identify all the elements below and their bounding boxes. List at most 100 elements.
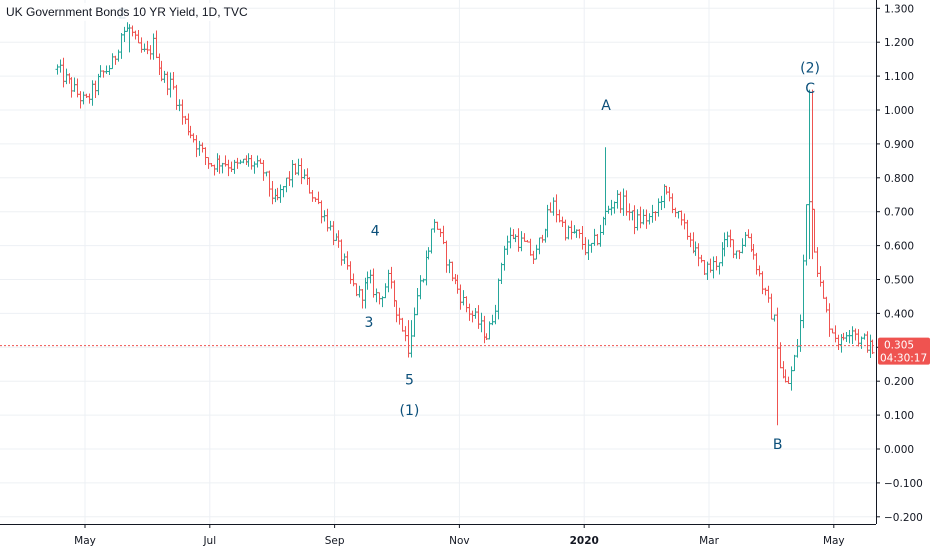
ohlc-bar xyxy=(107,65,112,76)
wave-label: C xyxy=(805,81,815,97)
ohlc-bar xyxy=(415,287,420,316)
ohlc-bar xyxy=(717,262,722,275)
y-tick-label: 0.400 xyxy=(884,308,914,320)
ohlc-bar xyxy=(679,210,684,226)
ohlc-bar xyxy=(371,268,376,298)
ohlc-bar xyxy=(766,285,771,303)
ohlc-bar xyxy=(839,334,844,353)
ohlc-bar xyxy=(821,280,826,299)
ohlc-bar xyxy=(662,184,667,209)
y-tick-label: 0.900 xyxy=(884,139,914,151)
ohlc-bar xyxy=(551,197,556,216)
ohlc-bar xyxy=(435,221,440,230)
ohlc-bar xyxy=(136,29,141,44)
ohlc-bar xyxy=(426,247,431,260)
ohlc-bar xyxy=(711,256,716,279)
ohlc-bar xyxy=(490,314,495,326)
ohlc-bar xyxy=(354,283,359,297)
ohlc-bar xyxy=(850,326,855,344)
ohlc-bar xyxy=(807,89,812,260)
y-tick-label: 0.700 xyxy=(884,207,914,219)
ohlc-bar xyxy=(246,153,251,167)
ohlc-bar xyxy=(348,261,353,284)
ohlc-bar xyxy=(534,244,539,260)
ohlc-bar xyxy=(795,339,800,358)
ohlc-bar xyxy=(122,26,127,43)
ohlc-bar xyxy=(513,234,518,243)
ohlc-bar xyxy=(93,80,98,99)
ohlc-bar xyxy=(749,233,754,252)
y-tick-label: 1.200 xyxy=(884,37,914,49)
ohlc-bar xyxy=(252,161,257,174)
y-tick-label: 0.000 xyxy=(884,444,914,456)
ohlc-bar xyxy=(203,147,208,166)
ohlc-bar xyxy=(543,228,548,243)
ohlc-bar xyxy=(412,307,417,337)
ohlc-bar xyxy=(743,231,748,247)
ohlc-bar xyxy=(714,256,719,271)
ohlc-bar xyxy=(281,185,286,198)
ohlc-bar xyxy=(702,259,707,276)
ohlc-bar xyxy=(374,288,379,303)
ohlc-bar xyxy=(531,250,536,264)
ohlc-bar xyxy=(220,162,225,174)
ohlc-bar xyxy=(441,225,446,245)
ohlc-bars xyxy=(55,22,875,426)
ohlc-bar xyxy=(664,185,669,195)
ohlc-bar xyxy=(191,133,196,143)
x-tick-label: Jul xyxy=(202,535,216,547)
ohlc-bar xyxy=(125,22,130,32)
ohlc-bar xyxy=(601,216,606,235)
ohlc-bar xyxy=(856,329,861,347)
ohlc-bar xyxy=(737,250,742,260)
ohlc-bar xyxy=(429,228,434,254)
price-axis[interactable]: 1.300 1.200 1.100 1.000 0.900 0.800 0.700 0.600… xyxy=(876,3,923,524)
ohlc-bar xyxy=(586,239,591,260)
ohlc-bar xyxy=(699,254,704,263)
ohlc-bar xyxy=(528,238,533,256)
ohlc-bar xyxy=(804,204,809,266)
ohlc-bar xyxy=(482,315,487,344)
ohlc-bar xyxy=(217,155,222,174)
ohlc-bar xyxy=(810,89,815,260)
ohlc-bar xyxy=(119,33,124,59)
ohlc-bar xyxy=(519,231,524,252)
y-tick-label: 1.100 xyxy=(884,71,914,83)
ohlc-bar xyxy=(734,250,739,259)
ohlc-bar xyxy=(142,43,147,52)
ohlc-bar xyxy=(493,304,498,325)
ohlc-bar xyxy=(656,198,661,217)
x-tick-label: May xyxy=(823,535,845,547)
ohlc-bar xyxy=(154,30,159,59)
ohlc-bar xyxy=(424,250,429,286)
x-tick-label: Nov xyxy=(449,535,470,547)
ohlc-bar xyxy=(69,77,74,98)
ohlc-bar xyxy=(270,180,275,205)
ohlc-bar xyxy=(870,339,875,355)
ohlc-bar xyxy=(844,332,849,343)
wave-label: (2) xyxy=(800,61,820,77)
wave-label: 4 xyxy=(371,223,380,239)
wave-label: A xyxy=(601,98,611,114)
ohlc-bar xyxy=(180,99,185,125)
wave-label: 5 xyxy=(405,373,414,389)
ohlc-bar xyxy=(554,194,559,223)
y-tick-label: 0.200 xyxy=(884,376,914,388)
x-tick-label: May xyxy=(74,535,96,547)
ohlc-bar xyxy=(275,187,280,201)
ohlc-bar xyxy=(299,158,304,185)
ohlc-bar xyxy=(406,320,411,358)
ohlc-bar xyxy=(603,147,608,226)
ohlc-bar xyxy=(78,91,83,109)
ohlc-bar xyxy=(61,57,66,88)
y-tick-label: 1.000 xyxy=(884,105,914,117)
ohlc-bar xyxy=(194,135,199,158)
wave-label: B xyxy=(773,437,783,453)
ohlc-bar xyxy=(110,53,115,70)
ohlc-bar xyxy=(58,59,63,73)
wave-label: 3 xyxy=(364,315,373,331)
time-axis[interactable]: May Jul Sep Nov 2020 Mar May xyxy=(74,524,845,547)
price-axis-bg xyxy=(876,0,932,524)
ohlc-bar xyxy=(644,209,649,229)
